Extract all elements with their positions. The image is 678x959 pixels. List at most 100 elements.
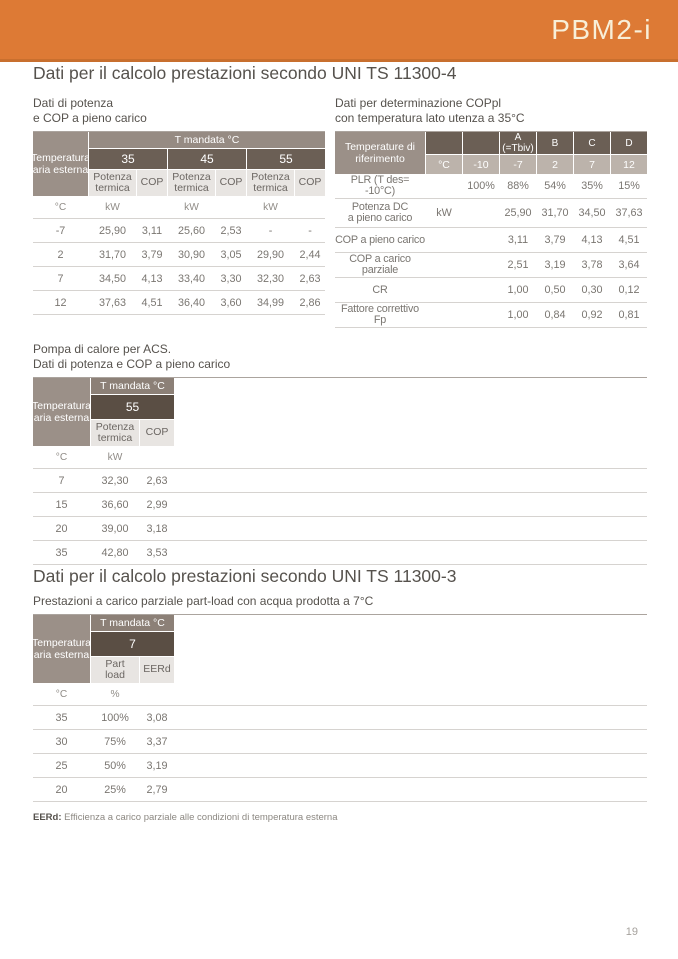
value-cell: 37,63 (615, 207, 643, 219)
eerd-footnote: EERd: Efficienza a carico parziale alle … (33, 812, 647, 823)
value-cell: 1,00 (507, 309, 529, 321)
outdoor-temp: 35 (55, 711, 68, 724)
value-cell: 33,40 (177, 272, 206, 285)
coppl-table: Temperature di riferimento A (=Tbiv) B C… (335, 131, 647, 328)
row-label: CR (372, 283, 388, 296)
value-cell: 3,30 (220, 272, 242, 285)
value-cell: 3,19 (544, 259, 566, 271)
cop-header: COP (137, 170, 167, 196)
ref-temp: 12 (611, 155, 647, 174)
unit-celsius: °C (54, 201, 67, 213)
table-row: 30 75% 3,37 (33, 730, 647, 754)
ref-c-header: C (574, 132, 610, 154)
unit-kw: kW (263, 201, 278, 213)
value-cell: 3,60 (220, 296, 242, 309)
row-label: Fattore correttivo Fp (340, 303, 419, 326)
partload-table: Temperatura aria esterna T mandata °C 7 … (32, 614, 647, 802)
outdoor-temp: 20 (55, 522, 68, 535)
value-cell: 35% (581, 180, 603, 192)
coppl-block: Dati per determinazione COPpl con temper… (335, 89, 647, 328)
outdoor-temp: 15 (55, 498, 68, 511)
ref-temp: -10 (463, 155, 499, 174)
table-row: COP a pieno carico 3,11 3,79 4,13 4,51 (335, 228, 647, 253)
units-row: °C kW (33, 446, 647, 469)
outdoor-temp: -7 (55, 224, 66, 237)
value-cell: 29,90 (256, 248, 285, 261)
value-cell: 34,50 (98, 272, 127, 285)
table-row: 7 32,30 2,63 (33, 469, 647, 493)
ref-d-header: D (611, 132, 647, 154)
value-cell: 75% (104, 735, 126, 748)
value-cell: 25% (104, 783, 126, 796)
table-row: PLR (T des= -10°C) 100% 88% 54% 35% 15% (335, 174, 647, 199)
value-cell: 25,90 (98, 224, 127, 237)
ref-temp: °C (426, 155, 462, 174)
value-cell: 50% (104, 759, 126, 772)
value-cell: 4,51 (618, 234, 640, 246)
value-cell: 0,50 (544, 284, 566, 296)
unit-kw: kW (107, 451, 123, 463)
value-cell: 4,13 (141, 272, 163, 285)
value-cell: 3,53 (146, 546, 168, 559)
value-cell: 3,08 (146, 711, 168, 724)
page-number: 19 (625, 926, 638, 938)
value-cell: 31,70 (541, 207, 569, 219)
value-cell: 15% (618, 180, 640, 192)
value-cell: 3,78 (581, 259, 603, 271)
empty-header-cell (463, 132, 499, 154)
table-row: 20 25% 2,79 (33, 778, 647, 802)
value-cell: 30,90 (177, 248, 206, 261)
value-cell: 39,00 (101, 522, 129, 535)
table-row: 35 42,80 3,53 (33, 541, 647, 565)
value-cell: 31,70 (98, 248, 127, 261)
cop-header: COP (140, 420, 174, 446)
section2-title: Dati per il calcolo prestazioni secondo … (33, 566, 457, 586)
acs-table: Temperatura aria esterna T mandata °C 55… (32, 377, 647, 565)
ref-temp: -7 (500, 155, 536, 174)
value-cell: 34,99 (256, 296, 285, 309)
value-cell: 3,05 (220, 248, 242, 261)
partload-table-header: Temperatura aria esterna T mandata °C 7 … (32, 614, 647, 683)
value-cell: 2,44 (299, 248, 321, 261)
value-cell: 4,13 (581, 234, 603, 246)
row-label: PLR (T des= -10°C) (350, 174, 410, 197)
unit-percent: % (110, 688, 120, 700)
value-cell: 88% (507, 180, 529, 192)
corner-cell: Temperatura aria esterna (31, 132, 90, 196)
value-cell: 0,92 (581, 309, 603, 321)
ref-temp: 2 (537, 155, 573, 174)
potenza-termica-header: Potenza termica (247, 170, 294, 196)
corner-cell: Temperature di riferimento (335, 132, 425, 174)
table-row: 7 34,50 4,13 33,40 3,30 32,30 2,63 (33, 267, 325, 291)
value-cell: - (308, 224, 312, 237)
section2-subtitle: Prestazioni a carico parziale part-load … (33, 594, 374, 608)
power-cop-table: Temperatura aria esterna T mandata °C 35… (31, 131, 325, 315)
acs-title: Pompa di calore per ACS. Dati di potenza… (33, 342, 231, 371)
value-cell: 36,60 (101, 498, 129, 511)
value-cell: 3,79 (544, 234, 566, 246)
outdoor-temp: 2 (57, 248, 64, 261)
cop-header: COP (295, 170, 325, 196)
value-cell: 2,79 (146, 783, 168, 796)
table-row: 2 31,70 3,79 30,90 3,05 29,90 2,44 (33, 243, 325, 267)
corner-cell: Temperatura aria esterna (32, 378, 91, 446)
empty-header-cell (426, 132, 462, 154)
value-cell: 2,53 (220, 224, 242, 237)
unit-kw: kW (105, 201, 120, 213)
temp-7-header: 7 (91, 632, 174, 656)
outdoor-temp: 12 (54, 296, 67, 309)
value-cell: 1,00 (507, 284, 529, 296)
product-name: PBM2-i (551, 13, 652, 45)
value-cell: 3,11 (507, 234, 529, 246)
value-cell: 0,84 (544, 309, 566, 321)
units-row: °C kW kW kW (33, 196, 325, 219)
temp-55-header: 55 (247, 149, 325, 169)
value-cell: 0,81 (618, 309, 640, 321)
potenza-termica-header: Potenza termica (89, 170, 136, 196)
power-cop-block: Dati di potenza e COP a pieno carico Tem… (31, 89, 325, 328)
section1-title: Dati per il calcolo prestazioni secondo … (33, 63, 457, 83)
ref-temp: 7 (574, 155, 610, 174)
temp-35-header: 35 (89, 149, 167, 169)
brand-band: PBM2-i (0, 0, 678, 62)
